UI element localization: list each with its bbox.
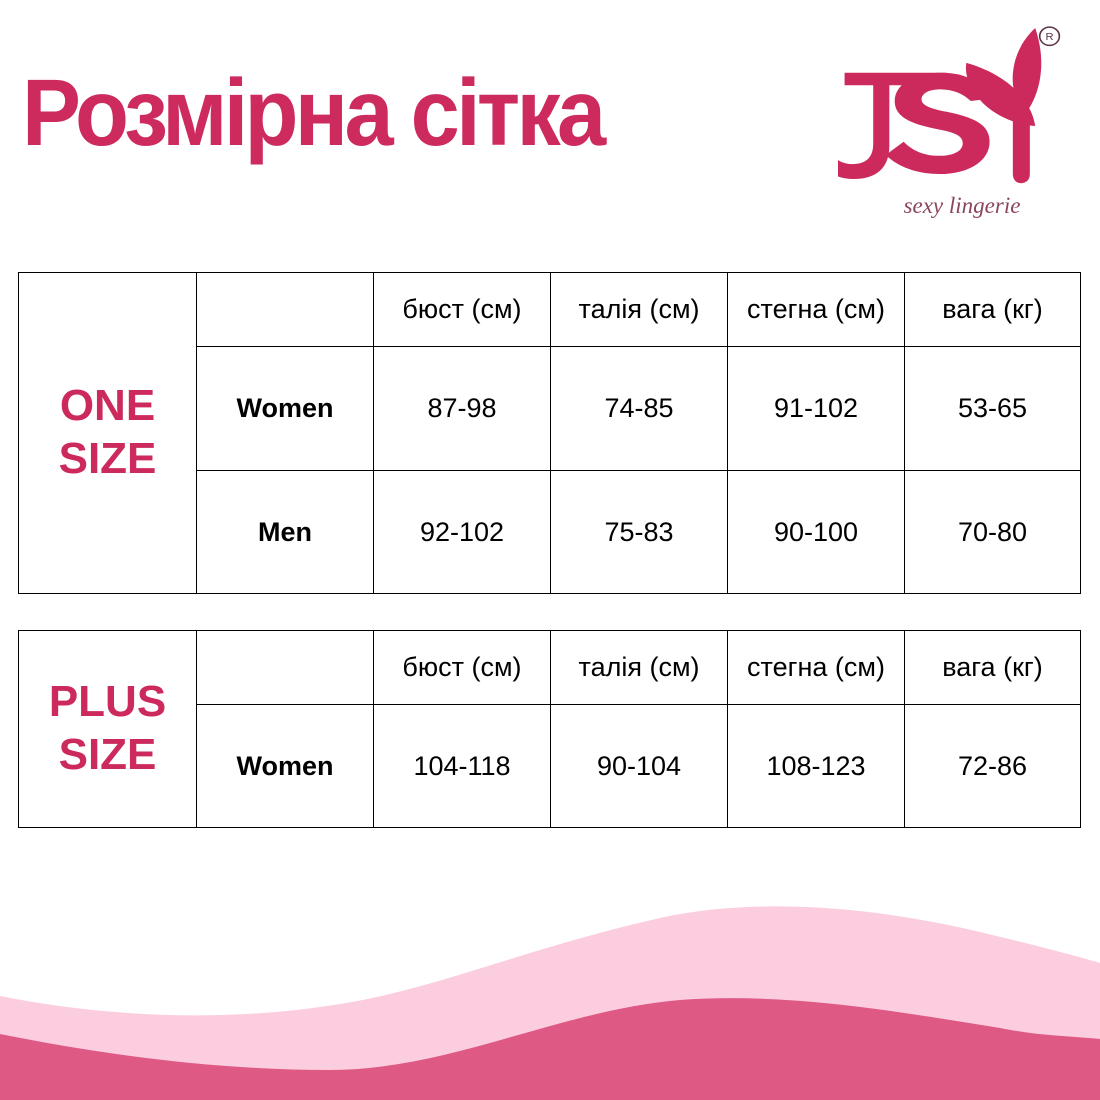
svg-text:sexy lingerie: sexy lingerie bbox=[904, 193, 1021, 218]
svg-text:R: R bbox=[1046, 31, 1054, 43]
